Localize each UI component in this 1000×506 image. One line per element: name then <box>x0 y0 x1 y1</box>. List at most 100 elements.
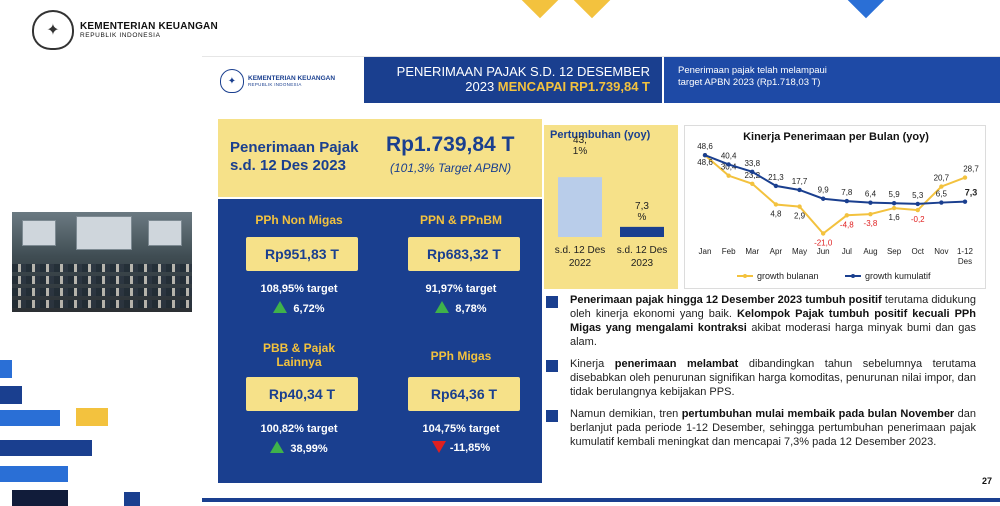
kemenkeu-seal-icon: ✦ <box>220 69 244 93</box>
tax-cell-target: 91,97% target <box>425 283 497 295</box>
commentary-bold: Penerimaan pajak hingga 12 Desember 2023… <box>570 294 882 306</box>
total-revenue-label: Penerimaan Pajak s.d. 12 Des 2023 <box>230 139 358 175</box>
growth-bar-svg: 43,1% s.d. 12 Des 2022 7,3% s.d. 12 Des 2023 <box>555 135 668 269</box>
slide-footer-bar <box>202 498 1000 502</box>
series-data-label: 23,2 <box>744 171 760 180</box>
x-tick-label: Jan <box>699 247 712 256</box>
slide-logo: ✦ KEMENTERIAN KEUANGAN REPUBLIK INDONESI… <box>220 69 335 93</box>
video-audience-row <box>12 264 192 272</box>
series-point <box>844 198 850 204</box>
tax-cell-pph-migas: PPh Migas Rp64,36 T 104,75% target -11,8… <box>380 341 542 483</box>
series-point <box>915 207 920 213</box>
tax-cell-name: PBB & Pajak Lainnya <box>218 341 380 369</box>
bar-category-label: 2022 <box>569 258 592 269</box>
chart-title: Pertumbuhan (yoy) <box>550 129 651 141</box>
slide-title-note: Penerimaan pajak telah melampaui target … <box>664 57 1000 103</box>
total-label-line2: s.d. 12 Des 2023 <box>230 157 346 174</box>
slide-title-line1: PENERIMAAN PAJAK S.D. 12 DESEMBER <box>396 64 650 79</box>
series-point <box>962 175 968 180</box>
series-point <box>891 205 897 211</box>
series-point <box>726 162 731 167</box>
decor-bar <box>124 492 140 506</box>
monthly-line-svg: Kinerja Penerimaan per Bulan (yoy) 48,6 30… <box>697 131 979 281</box>
square-bullet-icon <box>546 410 558 422</box>
decor-bar <box>0 386 22 404</box>
tax-cell-name: PPh Migas <box>430 349 492 363</box>
x-tick-label: Feb <box>722 247 736 256</box>
series-point <box>797 187 802 193</box>
commentary-text: dibandingkan tahun sebelumnya terutama d… <box>570 358 976 398</box>
commentary-text: Namun demikian, tren <box>570 408 682 420</box>
x-tick-label: 1-12 <box>957 247 974 256</box>
commentary-bold: pertumbuhan mulai membaik pada bulan Nov… <box>681 408 955 420</box>
triangle-up-icon <box>273 301 288 313</box>
series-point <box>891 201 897 206</box>
slide-note-line1: Penerimaan pajak telah melampaui <box>678 65 827 76</box>
decor-bar <box>0 410 60 426</box>
video-thumbnail[interactable] <box>12 212 192 312</box>
total-revenue-box: Penerimaan Pajak s.d. 12 Des 2023 Rp1.73… <box>218 119 542 197</box>
decor-bar <box>0 360 12 378</box>
x-tick-label: Sep <box>887 247 902 256</box>
tax-cell-name: PPh Non Migas <box>255 213 343 227</box>
tax-cell-pph-non-migas: PPh Non Migas Rp951,83 T 108,95% target … <box>218 199 380 341</box>
series-data-label: -21,0 <box>814 239 833 248</box>
tax-cell-target: 108,95% target <box>260 283 338 295</box>
series-data-label: 6,5 <box>936 190 948 199</box>
commentary-item: Penerimaan pajak hingga 12 Desember 2023… <box>546 293 976 349</box>
series-point <box>797 204 802 209</box>
series-point <box>915 201 920 207</box>
series-data-label: 28,7 <box>963 165 979 174</box>
series-data-label: 6,4 <box>865 190 877 199</box>
series-data-label: 4,8 <box>770 209 782 218</box>
commentary-list: Penerimaan pajak hingga 12 Desember 2023… <box>546 293 976 457</box>
square-bullet-icon <box>546 296 558 308</box>
tax-cell-growth: 6,72% <box>293 303 325 315</box>
series-point <box>820 231 826 236</box>
triangle-down-icon <box>431 441 446 453</box>
bar-data-label: % <box>638 212 647 223</box>
tax-cell-pbb-lainnya: PBB & Pajak Lainnya Rp40,34 T 100,82% ta… <box>218 341 380 483</box>
legend-label: growth bulanan <box>757 271 819 281</box>
video-screen <box>22 220 56 246</box>
video-audience-row <box>12 300 192 308</box>
commentary-text: dan berlanjut pada periode 1-12 Desember… <box>570 408 976 448</box>
decor-bar <box>0 466 68 482</box>
total-label-line1: Penerimaan Pajak <box>230 139 359 156</box>
series-data-label: 40,4 <box>721 151 737 160</box>
decor-bar <box>12 490 68 506</box>
series-point <box>939 200 944 205</box>
x-tick-label: Jun <box>817 247 830 256</box>
org-logo: ✦ KEMENTERIAN KEUANGAN REPUBLIK INDONESI… <box>32 10 218 50</box>
triangle-up-icon <box>435 301 450 313</box>
series-data-label: 5,3 <box>912 191 924 200</box>
series-data-label: 33,8 <box>744 159 760 168</box>
series-data-label: 17,7 <box>792 177 808 186</box>
series-data-label: 2,9 <box>794 212 806 221</box>
series-data-label: 21,3 <box>768 173 784 182</box>
x-tick-label: Jul <box>842 247 852 256</box>
tax-cell-target: 104,75% target <box>422 423 500 435</box>
series-data-label: 7,8 <box>841 188 853 197</box>
video-screen <box>148 220 182 246</box>
commentary-item: Kinerja penerimaan melambat dibandingkan… <box>546 357 976 399</box>
slide-title-highlight: MENCAPAI RP1.739,84 T <box>497 79 650 94</box>
slide-note-line2: target APBN 2023 (Rp1.718,03 T) <box>678 77 821 88</box>
commentary-text: akibat moderasi harga minyak bumi dan ga… <box>570 322 976 348</box>
series-data-label: -0,2 <box>911 215 925 224</box>
series-data-label: 1,6 <box>889 213 901 222</box>
legend-swatch-dot <box>743 274 747 278</box>
kemenkeu-seal-icon: ✦ <box>32 10 74 50</box>
series-point <box>750 169 755 175</box>
org-name: KEMENTERIAN KEUANGAN <box>80 21 218 32</box>
series-point <box>726 173 731 178</box>
x-tick-label: Des <box>958 257 972 266</box>
monthly-performance-chart: Kinerja Penerimaan per Bulan (yoy) 48,6 30… <box>684 125 986 289</box>
series-point <box>750 181 755 186</box>
commentary-text: terutama didukung oleh kinerja ekonomi y… <box>570 294 977 320</box>
tax-cell-growth: -11,85% <box>449 442 491 454</box>
decor-chevron <box>511 0 569 19</box>
series-data-label: 7,3 <box>965 188 978 198</box>
series-data-label: 48,6 <box>697 158 713 167</box>
decor-bar <box>76 408 108 426</box>
